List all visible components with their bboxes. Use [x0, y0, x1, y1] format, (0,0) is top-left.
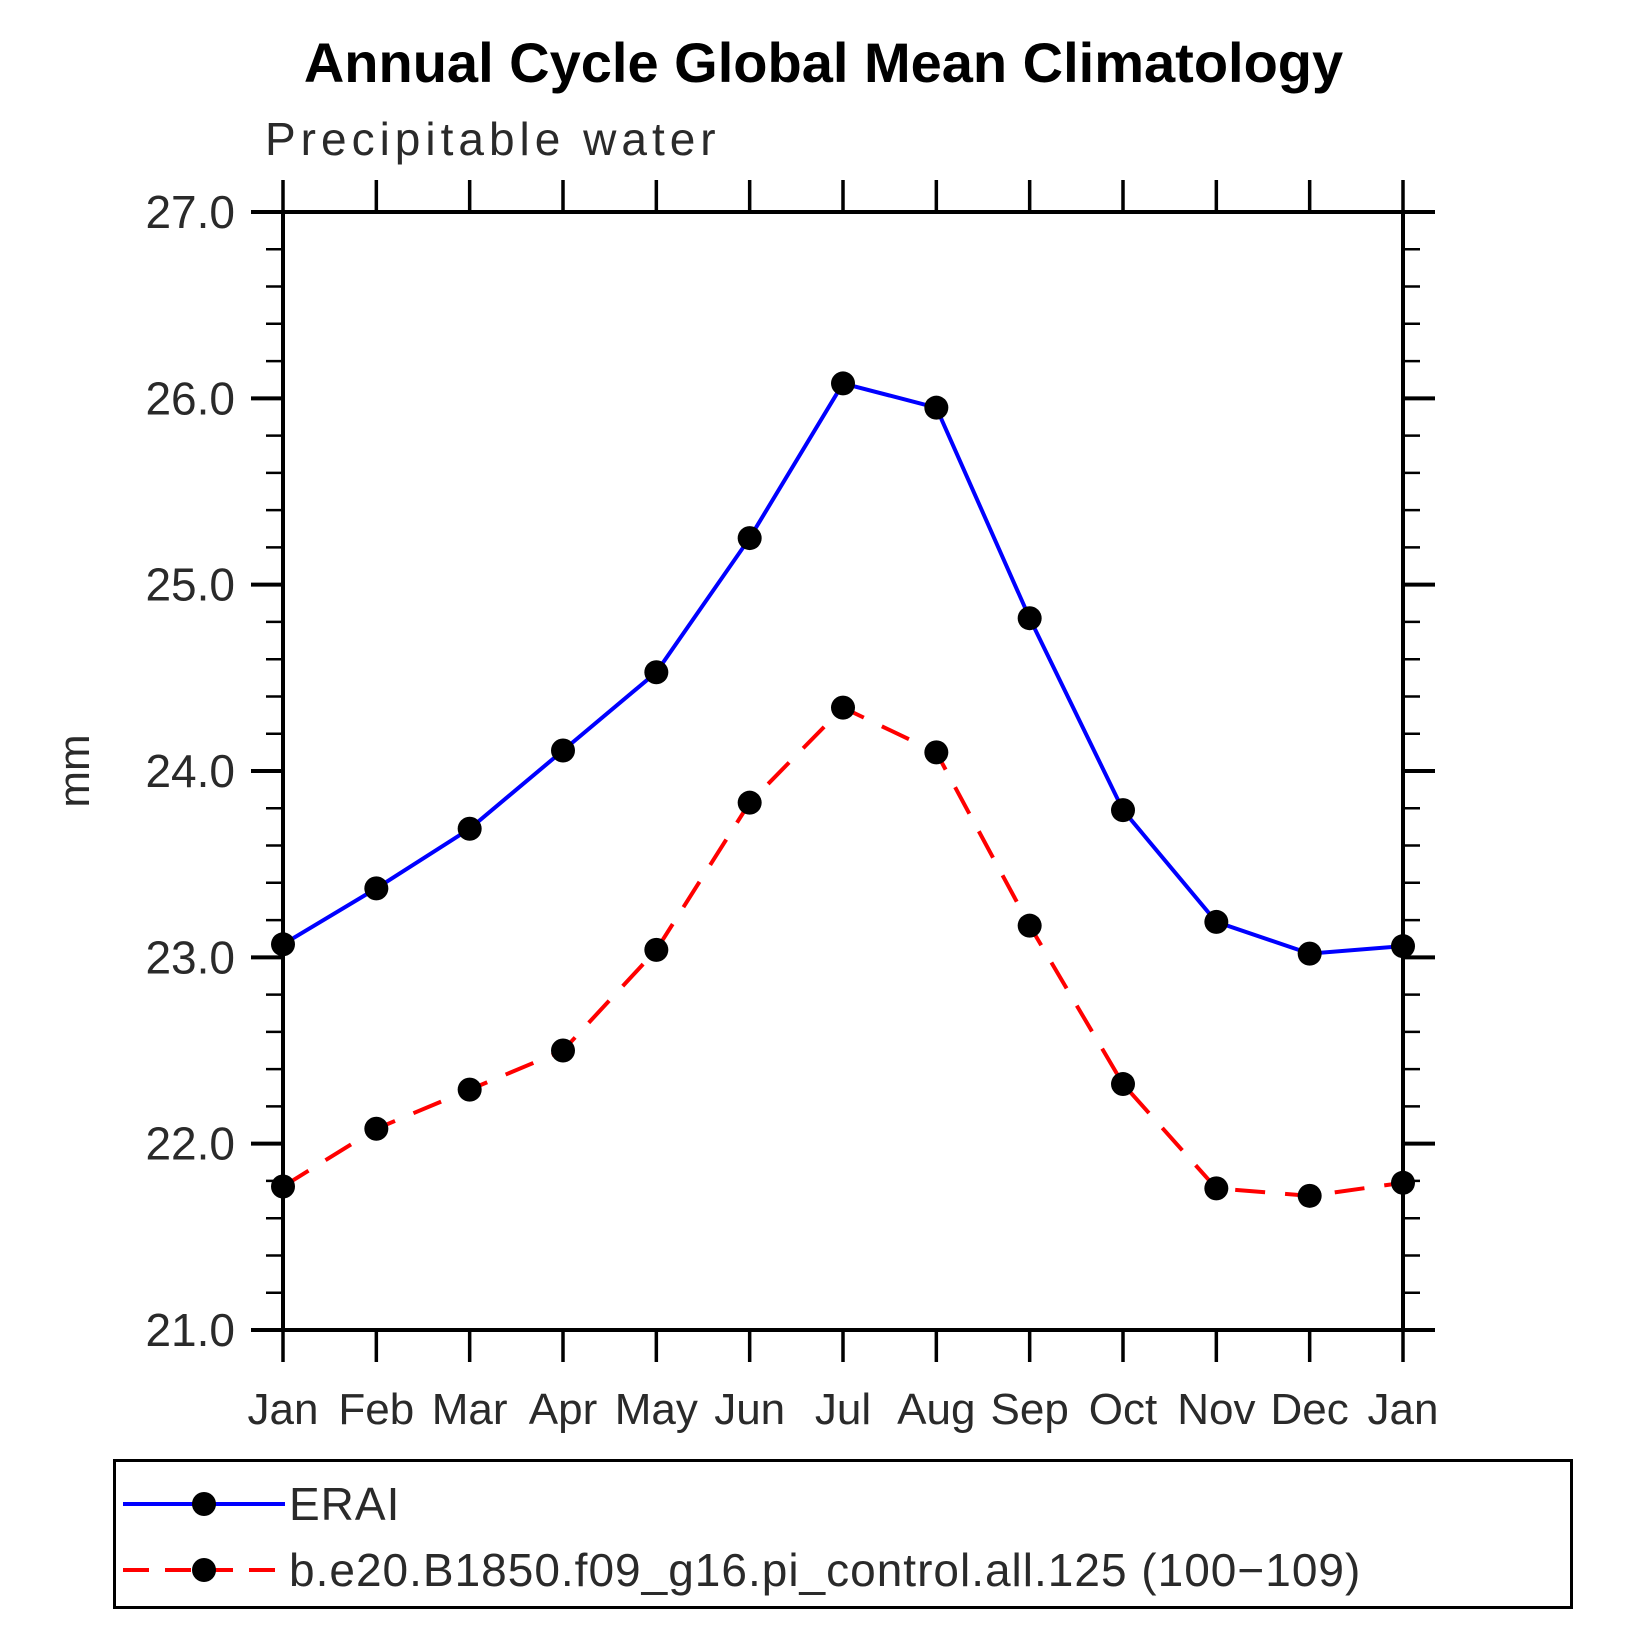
- data-point-marker: [1204, 909, 1229, 934]
- data-point-marker: [831, 371, 855, 396]
- legend-swatch-solid-line: [123, 1492, 285, 1516]
- data-point-marker: [1111, 1072, 1135, 1097]
- legend-label-model: b.e20.B1850.f09_g16.pi_control.all.125 (…: [289, 1544, 1362, 1596]
- x-tick-label: Jun: [714, 1385, 785, 1434]
- x-tick-label: Dec: [1271, 1385, 1349, 1434]
- x-tick-label: Nov: [1177, 1385, 1255, 1434]
- legend-marker-dot: [192, 1492, 216, 1516]
- data-point-marker: [1017, 913, 1042, 938]
- legend-marker-dot: [192, 1558, 216, 1582]
- data-point-marker: [924, 395, 949, 420]
- y-tick-label: 22.0: [145, 1118, 235, 1170]
- legend-swatch-dashed-line: [123, 1558, 285, 1582]
- x-tick-label: Jan: [1368, 1385, 1439, 1434]
- data-point-marker: [1391, 934, 1415, 959]
- chart-subtitle: Precipitable water: [265, 113, 721, 165]
- data-point-marker: [924, 740, 949, 765]
- data-point-marker: [271, 932, 295, 957]
- data-point-marker: [1297, 1183, 1322, 1208]
- data-point-marker: [457, 1077, 482, 1102]
- data-point-marker: [1297, 941, 1322, 966]
- legend-box: ERAI b.e20.B1850.f09_g16.pi_control.all.…: [113, 1459, 1573, 1609]
- data-point-marker: [737, 526, 762, 551]
- y-tick-label: 25.0: [145, 559, 235, 611]
- x-tick-label: Oct: [1089, 1385, 1157, 1434]
- x-tick-label: May: [615, 1385, 698, 1434]
- y-tick-label: 24.0: [145, 745, 235, 797]
- legend-entry-erai: ERAI: [116, 1478, 1570, 1530]
- x-tick-label: Sep: [991, 1385, 1069, 1434]
- data-point-marker: [644, 937, 669, 962]
- data-point-marker: [457, 816, 482, 841]
- y-tick-label: 26.0: [145, 372, 235, 424]
- data-point-marker: [831, 695, 855, 720]
- data-point-marker: [1111, 798, 1135, 823]
- legend-label-erai: ERAI: [289, 1478, 401, 1530]
- data-point-marker: [1204, 1176, 1229, 1201]
- x-tick-label: Jul: [815, 1385, 871, 1434]
- data-point-marker: [644, 660, 669, 685]
- data-point-marker: [1017, 606, 1042, 631]
- y-tick-label: 23.0: [145, 931, 235, 983]
- data-point-marker: [737, 790, 762, 815]
- data-point-marker: [551, 1038, 575, 1063]
- x-tick-label: Apr: [529, 1385, 597, 1434]
- legend-entry-model: b.e20.B1850.f09_g16.pi_control.all.125 (…: [116, 1544, 1570, 1596]
- data-point-marker: [1391, 1170, 1415, 1195]
- y-tick-label: 27.0: [145, 186, 235, 238]
- x-tick-label: Mar: [432, 1385, 508, 1434]
- data-point-marker: [364, 876, 389, 901]
- x-tick-label: Jan: [248, 1385, 319, 1434]
- data-point-marker: [271, 1174, 295, 1199]
- data-point-marker: [551, 738, 575, 763]
- series-line-erai: [281, 381, 1404, 956]
- y-tick-label: 21.0: [145, 1304, 235, 1356]
- x-tick-label: Feb: [338, 1385, 414, 1434]
- data-point-marker: [364, 1116, 389, 1141]
- page-title: Annual Cycle Global Mean Climatology: [303, 31, 1344, 94]
- x-tick-label: Aug: [897, 1385, 975, 1434]
- series-line-model: [281, 705, 1404, 1198]
